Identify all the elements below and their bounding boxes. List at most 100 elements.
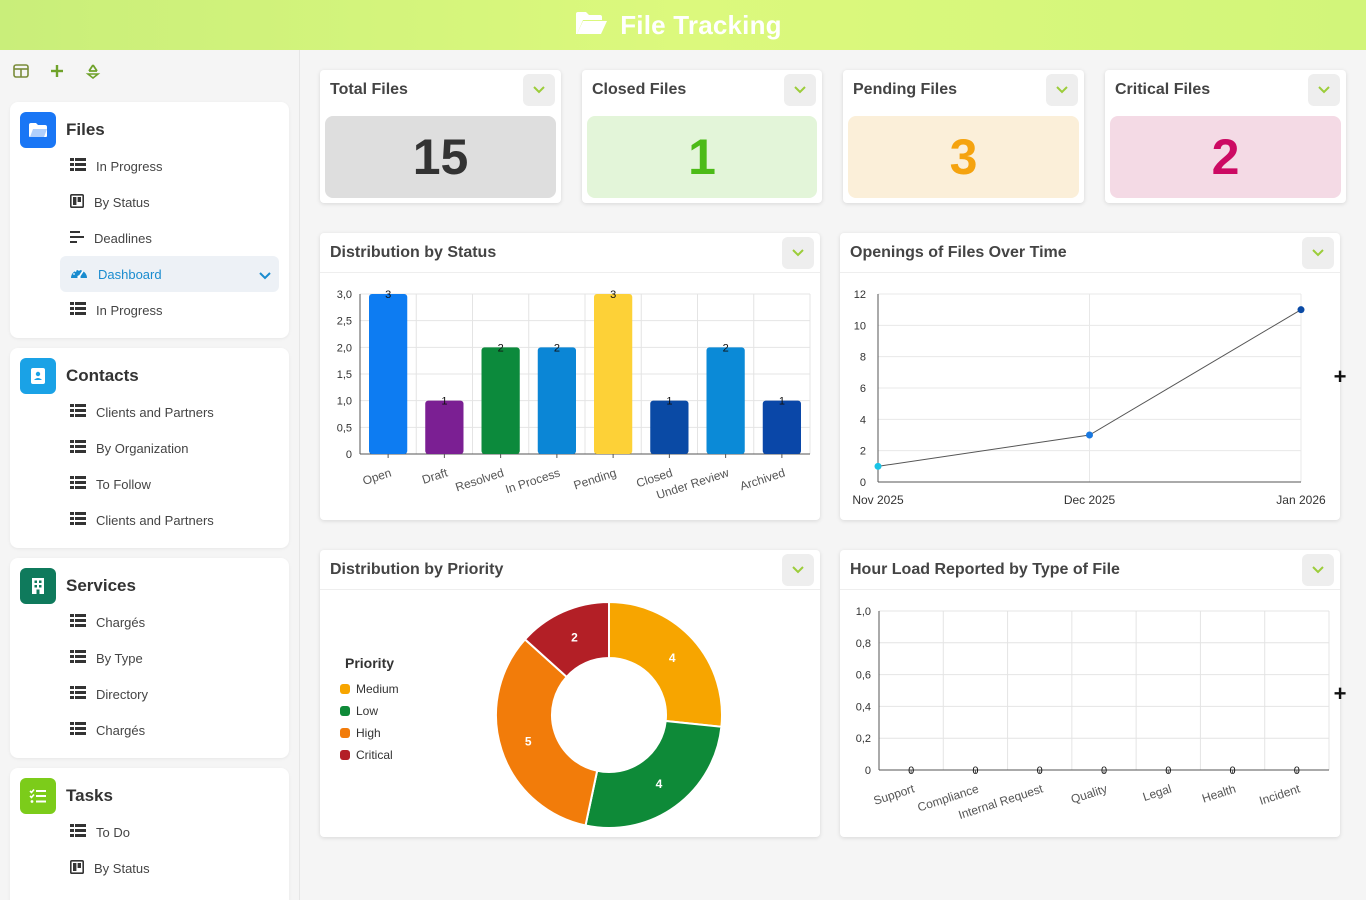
nav-group-contacts: Contacts Clients and Partners By Organiz… [10, 348, 289, 548]
y-tick-label: 2,0 [337, 342, 352, 354]
x-tick-label: In Process [504, 466, 562, 497]
chevron-down-icon[interactable] [259, 268, 271, 283]
nav-item-label: By Organization [96, 440, 189, 456]
y-tick-label: 0,4 [856, 701, 871, 713]
data-label: 2 [498, 342, 504, 354]
chevron-down-icon[interactable] [523, 74, 555, 106]
building-icon [20, 568, 56, 604]
chevron-down-icon[interactable] [782, 237, 814, 269]
x-tick-label: Resolved [454, 466, 506, 495]
bar [425, 400, 464, 454]
panel-title: Distribution by Priority [330, 560, 504, 578]
openings-line-chart: 0 2 4 6 8 10 12 Nov 2025 Dec 2025 Jan 2026 [852, 289, 1326, 507]
nav-item-charges[interactable]: Chargés [60, 604, 279, 640]
legend-label: Low [356, 704, 378, 718]
bar [481, 347, 520, 454]
panel-openings-over-time: Openings of Files Over Time 0 2 4 6 8 10 12 Nov… [840, 233, 1340, 520]
y-tick-label: 8 [860, 352, 866, 364]
nav-group-services: Services Chargés By Type Directory Charg… [10, 558, 289, 758]
y-tick-label: 0 [346, 449, 352, 461]
kpi-value: 3 [848, 116, 1079, 198]
nav-item-directory[interactable]: Directory [60, 676, 279, 712]
pie-slice [523, 600, 610, 679]
nav-item-label: Deadlines [94, 230, 152, 246]
priority-donut-chart: 4 4 5 2 Priority Medium Low High Critical [340, 600, 723, 829]
nav-item-charges[interactable]: Chargés [60, 712, 279, 748]
panel-hour-load: Hour Load Reported by Type of File 0 0,2 0… [840, 550, 1340, 837]
nav-item-dashboard[interactable]: Dashboard [60, 256, 279, 292]
x-tick-label: Jan 2026 [1276, 493, 1326, 507]
nav-item-in-progress[interactable]: In Progress [60, 292, 279, 328]
nav-group-title[interactable]: Contacts [66, 366, 139, 385]
nav-item-by-status[interactable]: By Status [60, 184, 279, 220]
nav-item-label: Directory [96, 686, 149, 702]
table-icon [70, 439, 86, 457]
kpi-title: Closed Files [592, 81, 687, 98]
y-tick-label: 2,5 [337, 316, 352, 328]
nav-item-deadlines[interactable]: Deadlines [60, 220, 279, 256]
y-tick-label: 12 [854, 289, 866, 301]
y-tick-label: 0,6 [856, 670, 871, 682]
y-tick-label: 1,5 [337, 369, 352, 381]
kpi-title: Total Files [330, 81, 408, 98]
nav-item-by-status[interactable]: By Status [60, 850, 279, 886]
panel-distribution-by-priority: Distribution by Priority 4 4 5 2 Priority Med… [320, 550, 820, 837]
kpi-card-pending-files: Pending Files 3 [843, 70, 1084, 203]
slice-label: 4 [669, 651, 676, 665]
x-tick-label: Health [1200, 782, 1237, 806]
layout-icon[interactable] [10, 60, 32, 82]
nav-item-label: To Follow [96, 476, 151, 492]
kpi-value: 2 [1110, 116, 1341, 198]
nav-item-clients-and-partners[interactable]: Clients and Partners [60, 502, 279, 538]
nav-item-clients-and-partners[interactable]: Clients and Partners [60, 394, 279, 430]
chevron-down-icon[interactable] [784, 74, 816, 106]
sidebar: Files In Progress By Status Deadlines Da… [0, 50, 300, 900]
kpi-card-critical-files: Critical Files 2 [1105, 70, 1346, 203]
sidebar-toolbar [10, 60, 104, 82]
chevron-down-icon[interactable] [782, 554, 814, 586]
gauge-icon [70, 265, 88, 284]
legend-label: Medium [356, 682, 399, 696]
table-icon [70, 157, 86, 175]
x-tick-label: Incident [1257, 781, 1302, 808]
x-tick-label: Support [872, 781, 917, 808]
data-point [1297, 306, 1305, 314]
nav-item-by-type[interactable]: By Type [60, 640, 279, 676]
chevron-down-icon[interactable] [1302, 554, 1334, 586]
bar [706, 347, 745, 454]
x-tick-label: Dec 2025 [1064, 493, 1116, 507]
y-tick-label: 0 [865, 765, 871, 777]
folder-open-icon [574, 10, 608, 41]
nav-item-to-do[interactable]: To Do [60, 814, 279, 850]
nav-group-title[interactable]: Services [66, 576, 136, 595]
bar [594, 294, 633, 454]
panel-distribution-by-status: Distribution by Status 0 0,5 1,0 1,5 2,0 2,5 3… [320, 233, 820, 520]
table-icon [70, 403, 86, 421]
nav-item-label: Clients and Partners [96, 404, 214, 420]
recycle-icon[interactable] [82, 60, 104, 82]
bar [369, 294, 408, 454]
y-tick-label: 4 [860, 414, 866, 426]
nav-group-title[interactable]: Tasks [66, 786, 113, 805]
kpi-card-total-files: Total Files 15 [320, 70, 561, 203]
add-widget-button[interactable]: + [1333, 364, 1347, 389]
nav-item-by-organization[interactable]: By Organization [60, 430, 279, 466]
add-widget-button[interactable]: + [1333, 681, 1347, 706]
nav-item-label: Chargés [96, 722, 146, 738]
x-tick-label: Archived [738, 466, 787, 494]
chevron-down-icon[interactable] [1302, 237, 1334, 269]
nav-group-title[interactable]: Files [66, 120, 105, 139]
chevron-down-icon[interactable] [1308, 74, 1340, 106]
nav-item-in-progress[interactable]: In Progress [60, 148, 279, 184]
chevron-down-icon[interactable] [1046, 74, 1078, 106]
data-label: 3 [610, 289, 616, 301]
checklist-icon [20, 778, 56, 814]
app-header: File Tracking [0, 0, 1366, 50]
app-title: File Tracking [620, 9, 782, 40]
table-icon [70, 649, 86, 667]
board-icon [70, 859, 84, 877]
plus-icon[interactable] [46, 60, 68, 82]
table-icon [70, 823, 86, 841]
nav-item-to-follow[interactable]: To Follow [60, 466, 279, 502]
legend-title: Priority [345, 655, 394, 671]
